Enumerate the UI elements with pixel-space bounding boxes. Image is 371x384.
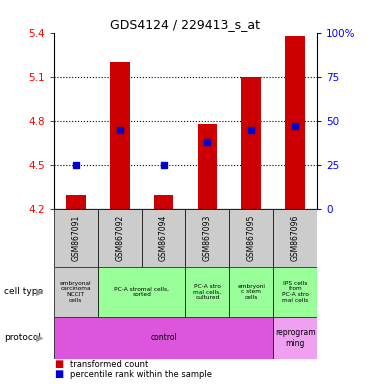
Text: percentile rank within the sample: percentile rank within the sample [70,371,213,379]
Bar [66,195,86,209]
Text: GSM867093: GSM867093 [203,215,212,261]
Bar [142,209,186,267]
Bar [54,267,98,317]
Bar [229,267,273,317]
Bar [273,317,317,359]
Bar [273,209,317,267]
Title: GDS4124 / 229413_s_at: GDS4124 / 229413_s_at [111,18,260,31]
Bar [285,36,305,209]
Bar [54,209,98,267]
Text: IPS cells
from
PC-A stro
mal cells: IPS cells from PC-A stro mal cells [282,281,309,303]
Text: GSM867095: GSM867095 [247,215,256,261]
Text: PC-A stromal cells,
sorted: PC-A stromal cells, sorted [114,286,169,297]
Text: GSM867091: GSM867091 [71,215,80,261]
Text: protocol: protocol [4,333,41,343]
Bar [110,62,129,209]
Text: GSM867096: GSM867096 [291,215,300,261]
Text: cell type: cell type [4,287,43,296]
Bar [198,124,217,209]
Bar [229,209,273,267]
Text: embryoni
c stem
cells: embryoni c stem cells [237,283,265,300]
Bar [273,267,317,317]
Text: ■: ■ [54,369,63,379]
Bar [98,267,186,317]
Text: ▶: ▶ [36,287,44,297]
Text: PC-A stro
mal cells,
cultured: PC-A stro mal cells, cultured [193,283,221,300]
Text: GSM867092: GSM867092 [115,215,124,261]
Text: embryonal
carcinoma
NCCIT
cells: embryonal carcinoma NCCIT cells [60,281,92,303]
Bar [98,209,142,267]
Text: transformed count: transformed count [70,361,149,369]
Text: reprogram
ming: reprogram ming [275,328,316,348]
Bar [186,209,229,267]
Bar [242,77,261,209]
Text: ▶: ▶ [36,333,44,343]
Text: GSM867094: GSM867094 [159,215,168,261]
Bar [186,267,229,317]
Text: ■: ■ [54,359,63,369]
Bar [154,195,173,209]
Bar [54,317,273,359]
Text: control: control [150,333,177,343]
